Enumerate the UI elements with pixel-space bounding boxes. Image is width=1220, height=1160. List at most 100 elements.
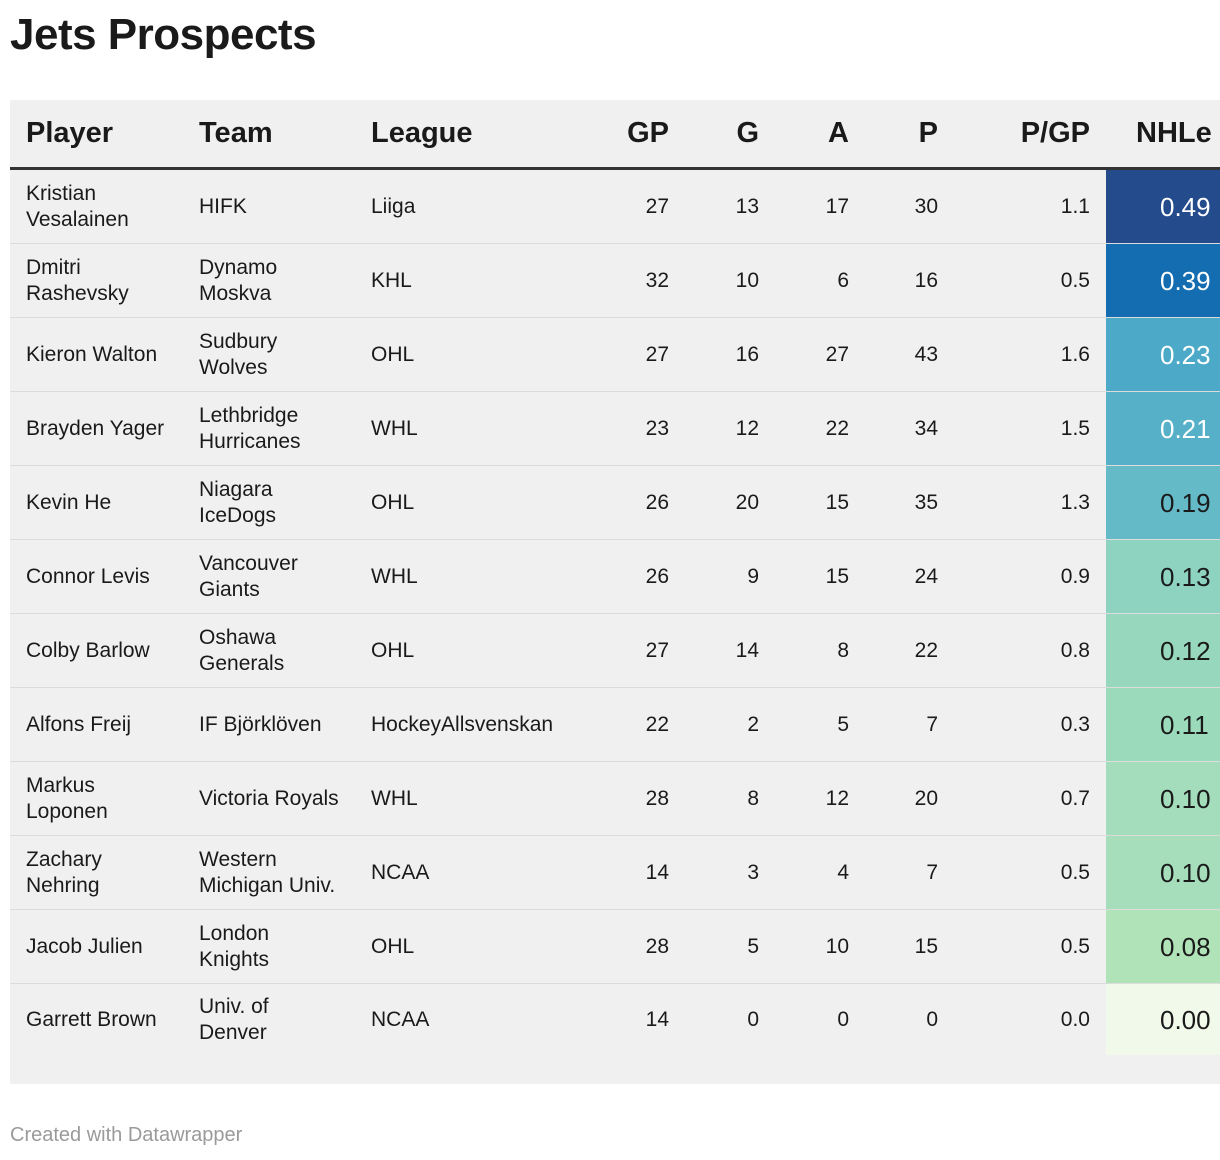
table-row: Zachary Nehring Western Michigan Univ. NCA…: [10, 835, 1220, 910]
cell-a: 15: [775, 539, 865, 614]
cell-a: 5: [775, 687, 865, 762]
table-row: Jacob Julien London Knights OHL 28 5 10 15 0.5 0…: [10, 909, 1220, 984]
cell-nhle: 0.12: [1106, 613, 1220, 688]
table-header-row: Player Team League GP G A P P/GP NHLe: [10, 100, 1220, 170]
cell-pgp: 0.8: [954, 613, 1106, 688]
column-header-pgp[interactable]: P/GP: [954, 100, 1106, 170]
cell-gp: 32: [566, 243, 685, 318]
cell-p: 20: [865, 761, 954, 836]
cell-gp: 27: [566, 168, 685, 244]
cell-p: 43: [865, 317, 954, 392]
cell-nhle: 0.39: [1106, 243, 1220, 318]
column-header-a[interactable]: A: [775, 100, 865, 170]
cell-a: 6: [775, 243, 865, 318]
cell-nhle: 0.08: [1106, 909, 1220, 984]
table-row: Colby Barlow Oshawa Generals OHL 27 14 8 22 0.8…: [10, 613, 1220, 688]
cell-team: Niagara IceDogs: [183, 465, 355, 540]
cell-pgp: 1.5: [954, 391, 1106, 466]
cell-player: Garrett Brown: [26, 1007, 157, 1031]
cell-pgp: 0.5: [954, 243, 1106, 318]
cell-league: NCAA: [371, 1007, 430, 1031]
column-header-league[interactable]: League: [355, 100, 566, 170]
cell-team: HIFK: [183, 168, 355, 244]
cell-gp: 26: [566, 539, 685, 614]
table-row: Kieron Walton Sudbury Wolves OHL 27 16 27 43 1.…: [10, 317, 1220, 392]
cell-gp: 28: [566, 909, 685, 984]
table-row: Markus Loponen Victoria Royals WHL 28 8 12 20 0…: [10, 761, 1220, 836]
cell-pgp: 1.3: [954, 465, 1106, 540]
cell-league: NCAA: [355, 835, 566, 910]
cell-nhle: 0.00: [1106, 983, 1220, 1055]
cell-g: 10: [685, 243, 775, 318]
cell-g: 3: [685, 835, 775, 910]
column-header-player[interactable]: Player: [10, 100, 183, 170]
table-row: Connor Levis Vancouver Giants WHL 26 9 15 24 0.…: [10, 539, 1220, 614]
column-header-team[interactable]: Team: [183, 100, 355, 170]
cell-player: Dmitri Rashevsky: [10, 243, 183, 318]
cell-player: Kevin He: [10, 465, 183, 540]
cell-player: Colby Barlow: [10, 613, 183, 688]
cell-league: OHL: [355, 909, 566, 984]
cell-player: Kristian Vesalainen: [10, 168, 183, 244]
column-header-g[interactable]: G: [685, 100, 775, 170]
cell-a: 15: [775, 465, 865, 540]
cell-player: Brayden Yager: [10, 391, 183, 466]
cell-g: 13: [685, 168, 775, 244]
prospects-table: Player Team League GP G A P P/GP NHLe Kr…: [10, 100, 1220, 1055]
cell-player: Connor Levis: [10, 539, 183, 614]
footer-credit: Created with Datawrapper: [10, 1124, 243, 1146]
cell-pgp: 1.1: [954, 168, 1106, 244]
cell-gp: 28: [566, 761, 685, 836]
cell-team: Oshawa Generals: [183, 613, 355, 688]
cell-p: 34: [865, 391, 954, 466]
cell-team: Western Michigan Univ.: [183, 835, 355, 910]
cell-player: Kieron Walton: [10, 317, 183, 392]
cell-gp: 23: [566, 391, 685, 466]
table-row: Brayden Yager Lethbridge Hurricanes WHL 23 1…: [10, 391, 1220, 466]
prospects-table-container[interactable]: Player Team League GP G A P P/GP NHLe Kr…: [10, 100, 1220, 1084]
cell-league: WHL: [355, 391, 566, 466]
cell-g: 8: [685, 761, 775, 836]
column-header-gp[interactable]: GP: [566, 100, 685, 170]
cell-nhle: 0.13: [1106, 539, 1220, 614]
cell-league: WHL: [355, 539, 566, 614]
cell-a: 12: [775, 761, 865, 836]
table-row: Garrett Brown Univ. of Denver NCAA 14 0 0 0 0.0…: [10, 983, 1220, 1055]
cell-nhle: 0.10: [1106, 835, 1220, 910]
cell-league: OHL: [355, 317, 566, 392]
cell-league: WHL: [355, 761, 566, 836]
cell-player: Markus Loponen: [10, 761, 183, 836]
table-row: Alfons Freij IF Björklöven HockeyAllsvensk…: [10, 687, 1220, 762]
cell-team: London Knights: [183, 909, 355, 984]
cell-g: 0: [747, 1007, 759, 1031]
cell-g: 9: [685, 539, 775, 614]
cell-g: 20: [685, 465, 775, 540]
cell-pgp: 0.0: [1060, 1007, 1090, 1031]
cell-league: KHL: [355, 243, 566, 318]
cell-g: 2: [685, 687, 775, 762]
cell-p: 35: [865, 465, 954, 540]
cell-a: 27: [775, 317, 865, 392]
cell-a: 8: [775, 613, 865, 688]
cell-nhle: 0.10: [1106, 761, 1220, 836]
cell-g: 16: [685, 317, 775, 392]
cell-gp: 27: [566, 317, 685, 392]
table-row: Kristian Vesalainen HIFK Liiga 27 13 17 30 1.1 0…: [10, 168, 1220, 244]
cell-pgp: 0.5: [954, 909, 1106, 984]
cell-nhle: 0.23: [1106, 317, 1220, 392]
cell-gp: 27: [566, 613, 685, 688]
cell-pgp: 0.5: [954, 835, 1106, 910]
cell-p: 7: [865, 687, 954, 762]
cell-pgp: 0.7: [954, 761, 1106, 836]
cell-a: 0: [837, 1007, 849, 1031]
cell-g: 5: [685, 909, 775, 984]
cell-a: 17: [775, 168, 865, 244]
cell-gp: 22: [566, 687, 685, 762]
table-row: Dmitri Rashevsky Dynamo Moskva KHL 32 10 6 16 0…: [10, 243, 1220, 318]
cell-p: 22: [865, 613, 954, 688]
column-header-nhle[interactable]: NHLe: [1106, 100, 1220, 170]
column-header-p[interactable]: P: [865, 100, 954, 170]
cell-nhle: 0.21: [1106, 391, 1220, 466]
cell-pgp: 0.3: [954, 687, 1106, 762]
cell-a: 10: [775, 909, 865, 984]
